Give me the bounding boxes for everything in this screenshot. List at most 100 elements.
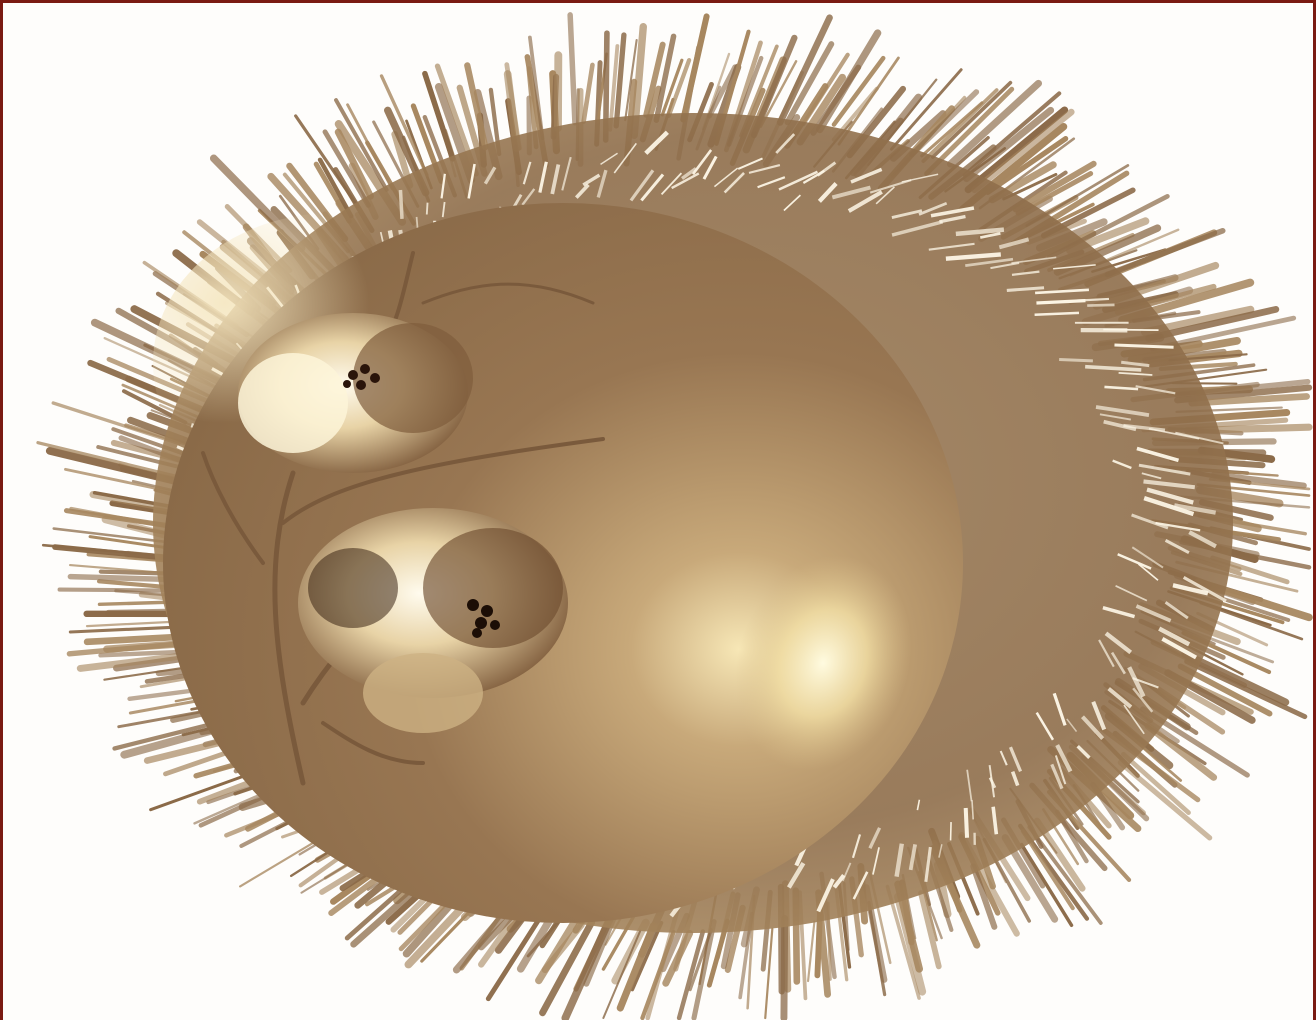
halo-spike [963,106,1055,183]
halo-slash [1123,423,1166,432]
halo-spike [946,79,1043,168]
halo-slash [425,202,429,215]
halo-spike [616,922,657,1012]
halo-slash [852,871,869,900]
halo-spike [867,900,887,997]
halo-slash [817,182,838,203]
halo-spike [1104,228,1226,278]
halo-spike [930,80,1013,159]
halo-spike [894,892,927,996]
halo-slash [938,844,943,858]
halo-slash [1143,479,1196,490]
halo-slash [1131,546,1164,569]
halo-slash [916,799,921,811]
halo-spike [317,157,354,219]
halo-spike [688,928,713,992]
halo-slash [1011,256,1057,264]
halo-slash [1107,687,1133,709]
halo-slash [681,167,697,180]
halo-spike [816,29,882,134]
halo-spike [776,14,833,126]
halo-slash [990,261,1020,270]
halo-slash [561,156,572,191]
halo-slash [847,190,883,213]
halo-slash [1102,606,1136,619]
halo-spike [691,919,717,1020]
halo-spike [962,91,1062,178]
halo-spike [640,930,676,1020]
halo-spike [504,62,522,151]
halo-slash [928,242,975,251]
halo-slash [999,750,1008,766]
halo-spike [964,106,1069,194]
halo-spike [294,114,360,209]
halo-spike [971,108,1075,194]
flower-upper [238,313,473,473]
halo-spike [613,32,627,129]
halo-slash [1034,311,1080,316]
halo-spike [1020,829,1075,911]
halo-spike [334,98,389,192]
halo-slash [1146,487,1194,505]
halo-slash [988,776,997,789]
halo-slash [1035,288,1090,295]
halo-slash [538,161,548,193]
halo-slash [1141,472,1162,480]
halo-slash [868,827,882,849]
halo-spike [643,41,666,118]
halo-slash [1135,385,1176,395]
halo-slash [998,237,1030,250]
halo-slash [671,172,700,190]
halo-spike [889,68,963,151]
halo-spike [602,929,642,1020]
halo-spike [831,55,886,127]
halo-slash [955,227,1005,237]
halo-spike [676,929,706,1020]
halo-slash [441,201,446,218]
halo-slash [1164,539,1190,555]
halo-spike [680,13,710,123]
halo-slash [522,161,532,185]
halo-spike [561,906,618,1020]
halo-slash [1010,771,1020,787]
halo-slash [398,189,404,219]
halo-slash [1081,715,1105,740]
halo-slash [1006,286,1045,292]
halo-slash [1054,755,1067,785]
halo-slash [1138,463,1191,476]
halo-slash [891,220,944,237]
halo-slash [1104,631,1133,655]
halo-slash [966,769,973,802]
halo-spike [707,64,738,119]
halo-slash [850,167,883,184]
halo-slash [613,142,637,174]
halo-slash [1104,385,1139,391]
halo-spike [630,920,664,992]
halo-slash [831,185,871,200]
halo-slash [550,164,561,195]
halo-spike [1188,393,1310,407]
halo-spike [1121,751,1191,815]
halo-slash [1164,601,1189,620]
halo-slash [1173,503,1217,515]
halo-slash [1050,763,1064,790]
halo-slash [1110,651,1126,675]
halo-slash [965,257,1014,267]
halo-slash [783,194,801,212]
halo-spike [985,136,1069,195]
halo-slash [1103,419,1137,432]
halo-slash [596,169,608,198]
halo-spike [653,33,677,123]
halo-spike [921,88,999,164]
halo-slash [1076,297,1110,302]
halo-slash [775,133,796,154]
halo-slash [1114,343,1174,349]
halo-slash [757,176,786,189]
halo-slash [1138,563,1159,581]
halo-spike [1027,825,1103,925]
halo-spike [322,129,371,208]
halo-spike [806,920,816,983]
halo-slash [1055,744,1073,773]
halo-slash [1059,357,1093,363]
